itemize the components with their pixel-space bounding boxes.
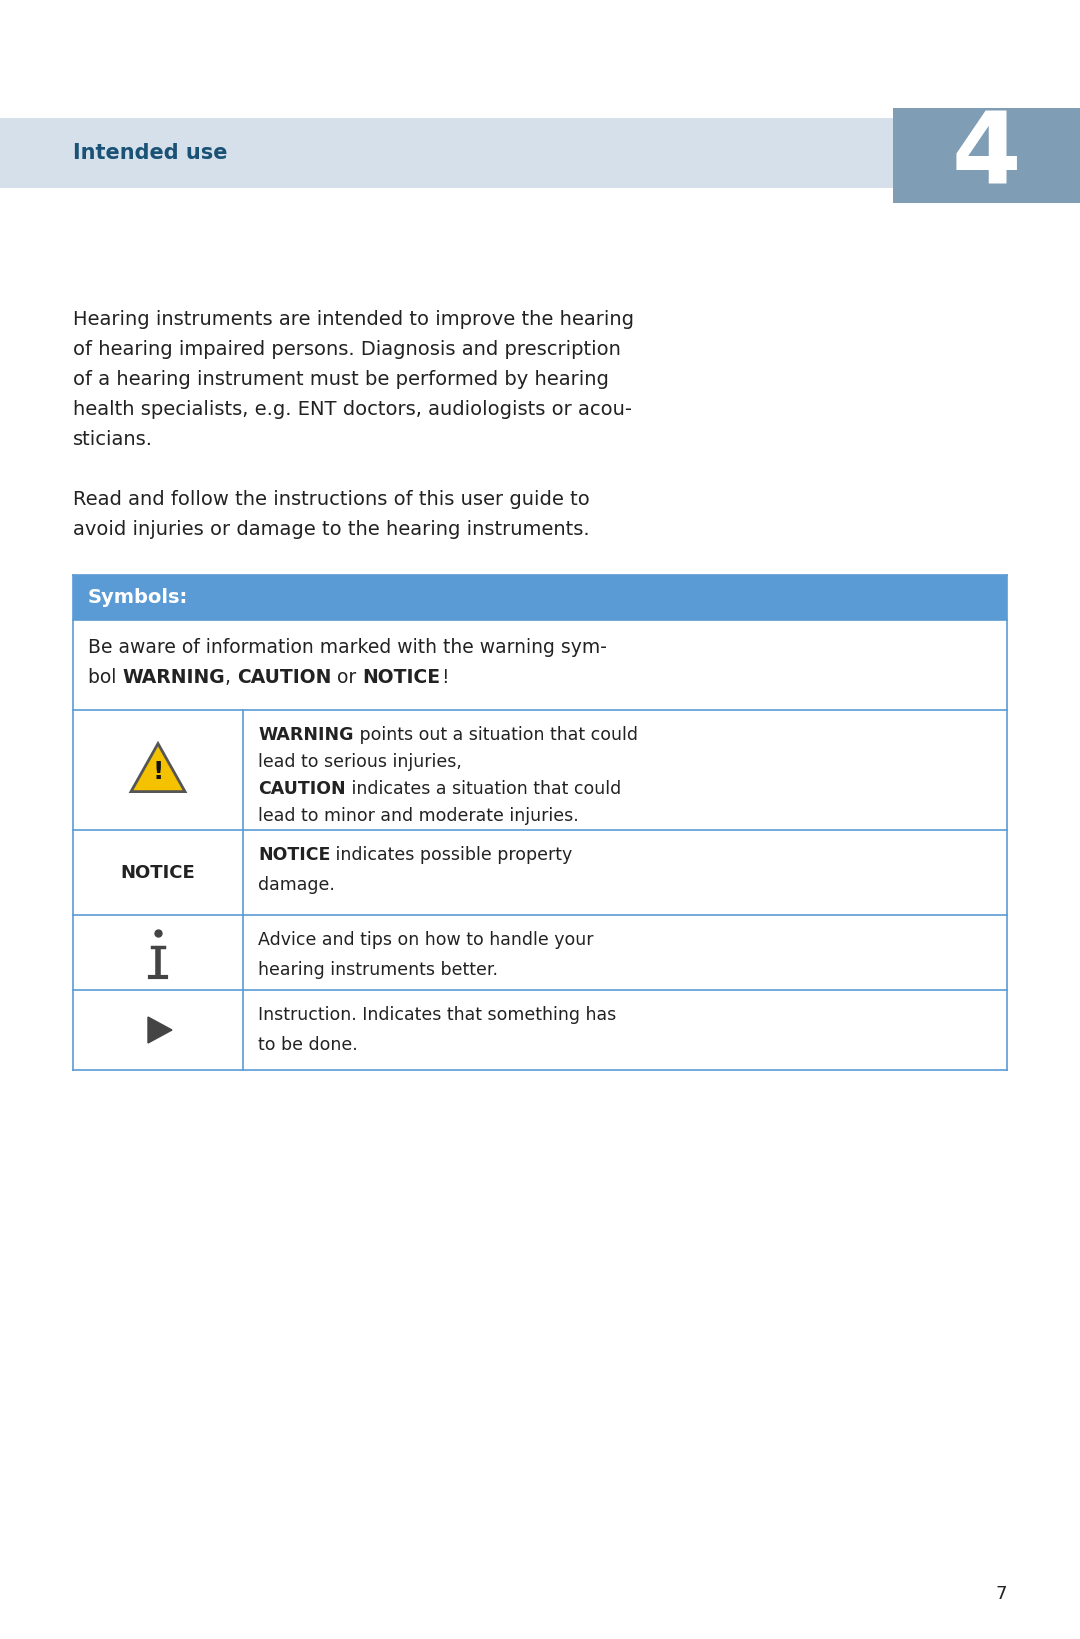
Text: to be done.: to be done. [258, 1036, 357, 1054]
Polygon shape [148, 1018, 172, 1042]
Text: indicates possible property: indicates possible property [330, 846, 572, 864]
Text: !: ! [441, 669, 448, 687]
Bar [0, 118, 1080, 188]
Bar [893, 108, 1080, 203]
Bar [73, 710, 1007, 829]
Text: of a hearing instrument must be performed by hearing: of a hearing instrument must be performe… [73, 370, 609, 388]
Text: Be aware of information marked with the warning sym-: Be aware of information marked with the … [87, 638, 607, 657]
Text: NOTICE: NOTICE [363, 669, 441, 687]
Text: Advice and tips on how to handle your: Advice and tips on how to handle your [258, 931, 594, 949]
Text: health specialists, e.g. ENT doctors, audiologists or acou-: health specialists, e.g. ENT doctors, au… [73, 400, 632, 420]
Bar [73, 915, 1007, 990]
Text: CAUTION: CAUTION [258, 780, 346, 798]
Text: Hearing instruments are intended to improve the hearing: Hearing instruments are intended to impr… [73, 310, 634, 329]
Text: !: ! [152, 760, 164, 785]
Text: Instruction. Indicates that something has: Instruction. Indicates that something ha… [258, 1006, 617, 1024]
Text: lead to serious injuries,: lead to serious injuries, [258, 752, 462, 770]
Text: sticians.: sticians. [73, 429, 153, 449]
Text: damage.: damage. [258, 875, 335, 893]
Text: WARNING: WARNING [258, 726, 353, 744]
Bar [73, 575, 1007, 620]
Text: avoid injuries or damage to the hearing instruments.: avoid injuries or damage to the hearing … [73, 520, 590, 539]
Text: bol: bol [87, 669, 122, 687]
Text: WARNING: WARNING [122, 669, 225, 687]
Bar [73, 829, 1007, 915]
Text: ,: , [225, 669, 237, 687]
Text: indicates a situation that could: indicates a situation that could [346, 780, 621, 798]
Text: CAUTION: CAUTION [237, 669, 332, 687]
Text: hearing instruments better.: hearing instruments better. [258, 960, 498, 978]
Bar [73, 990, 1007, 1070]
Text: lead to minor and moderate injuries.: lead to minor and moderate injuries. [258, 806, 579, 824]
Text: or: or [332, 669, 363, 687]
Text: NOTICE: NOTICE [121, 864, 195, 882]
Text: NOTICE: NOTICE [258, 846, 330, 864]
Text: 4: 4 [951, 107, 1022, 203]
Text: points out a situation that could: points out a situation that could [353, 726, 637, 744]
Bar [73, 620, 1007, 710]
Text: of hearing impaired persons. Diagnosis and prescription: of hearing impaired persons. Diagnosis a… [73, 339, 621, 359]
Text: 7: 7 [996, 1585, 1007, 1603]
Polygon shape [131, 744, 185, 792]
Text: Read and follow the instructions of this user guide to: Read and follow the instructions of this… [73, 490, 590, 510]
Text: Intended use: Intended use [73, 143, 228, 162]
Text: Symbols:: Symbols: [87, 588, 188, 606]
